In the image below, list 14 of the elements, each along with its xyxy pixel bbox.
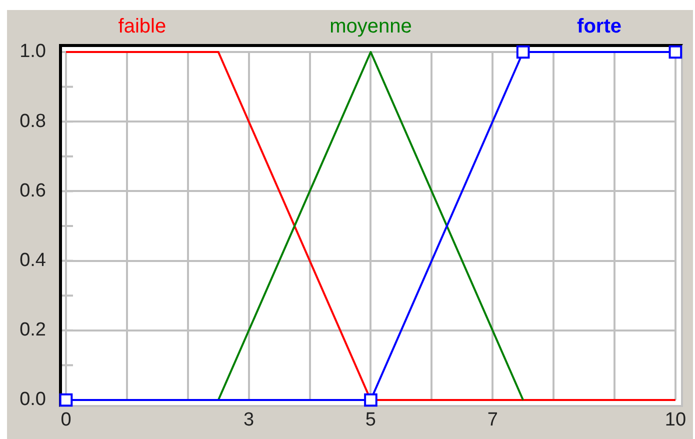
- y-tick-label: 0.0: [20, 389, 46, 410]
- x-tick-label: 7: [487, 410, 498, 431]
- y-tick-label: 1.0: [20, 41, 46, 62]
- y-tick-label: 0.2: [20, 320, 46, 341]
- y-tick-label: 0.6: [20, 180, 46, 202]
- x-tick-label: 5: [365, 410, 376, 431]
- x-tick-label: 10: [664, 410, 686, 431]
- y-tick-label: 0.8: [20, 110, 46, 132]
- y-tick-label: 0.4: [20, 250, 46, 272]
- series-label: moyenne: [330, 16, 412, 38]
- x-tick-label: 0: [60, 410, 72, 431]
- series-label: faible: [118, 16, 166, 38]
- series-label: forte: [577, 16, 622, 38]
- x-tick-label: 3: [244, 410, 254, 431]
